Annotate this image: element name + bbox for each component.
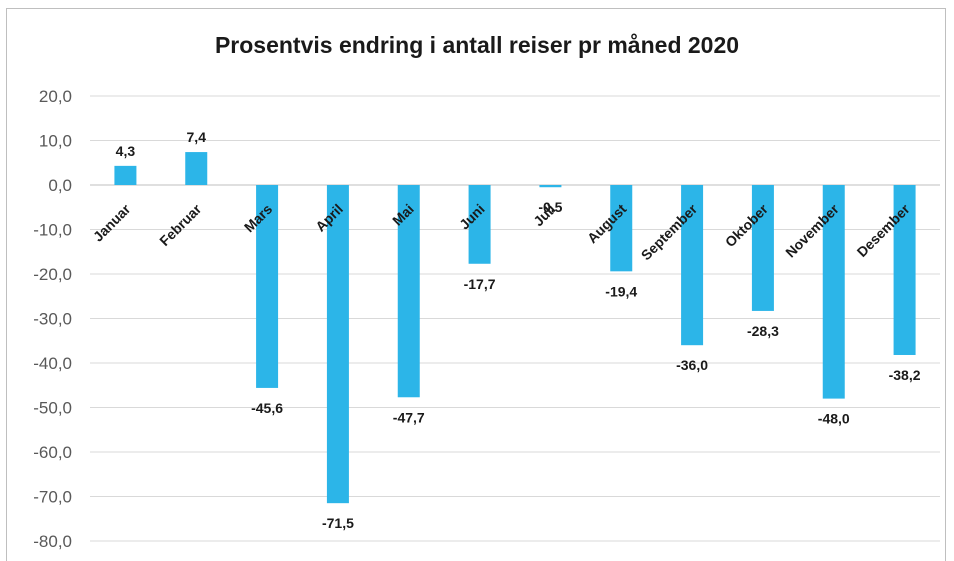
y-tick-label: -40,0 — [33, 354, 72, 373]
data-label: -45,6 — [251, 400, 283, 416]
y-tick-label: 10,0 — [39, 132, 72, 151]
bar-mars — [256, 185, 279, 388]
y-tick-label: 0,0 — [48, 176, 72, 195]
bar-september — [681, 185, 704, 346]
chart-frame — [6, 8, 946, 561]
y-tick-label: -80,0 — [33, 532, 72, 551]
x-axis-category-labels: Januar Februar Mars April Mai Juni Juli August S… — [90, 200, 913, 263]
data-label: -47,7 — [393, 409, 425, 425]
data-label: -48,0 — [818, 411, 850, 427]
y-axis-tick-labels: 20,0 10,0 0,0 -10,0 -20,0 -30,0 -40,0 -50,0 -60,… — [33, 87, 72, 551]
data-label: -71,5 — [322, 515, 354, 531]
bar-november — [822, 185, 845, 399]
bar-oktober — [751, 185, 774, 311]
y-tick-label: 20,0 — [39, 87, 72, 106]
bar-februar — [185, 152, 208, 185]
bar-juni — [468, 185, 491, 264]
data-label: 7,4 — [187, 129, 207, 145]
bar-april — [326, 185, 349, 504]
bar-juli — [539, 185, 562, 188]
data-label: -19,4 — [605, 283, 637, 299]
data-label: -38,2 — [889, 367, 921, 383]
gridlines — [90, 95, 940, 542]
y-tick-label: -20,0 — [33, 265, 72, 284]
y-tick-label: -50,0 — [33, 399, 72, 418]
y-tick-label: -70,0 — [33, 488, 72, 507]
x-tick-label: Februar — [156, 200, 205, 249]
bars — [114, 152, 916, 504]
bar-desember — [893, 185, 916, 355]
y-tick-label: -60,0 — [33, 443, 72, 462]
chart-title: Prosentvis endring i antall reiser pr må… — [214, 32, 740, 58]
x-tick-label: Januar — [90, 200, 134, 244]
bar-januar — [114, 165, 137, 185]
data-label: 4,3 — [116, 143, 136, 159]
data-labels: 4,3 7,4 -45,6 -71,5 -47,7 -17,7 -0,5 -19,4 -36,0… — [116, 129, 921, 531]
data-label: -17,7 — [464, 276, 496, 292]
data-label: -0,5 — [538, 199, 562, 215]
data-label: -28,3 — [747, 323, 779, 339]
y-tick-label: -10,0 — [33, 221, 72, 240]
bar-august — [610, 185, 633, 272]
bar-mai — [397, 185, 420, 398]
y-tick-label: -30,0 — [33, 310, 72, 329]
data-label: -36,0 — [676, 357, 708, 373]
